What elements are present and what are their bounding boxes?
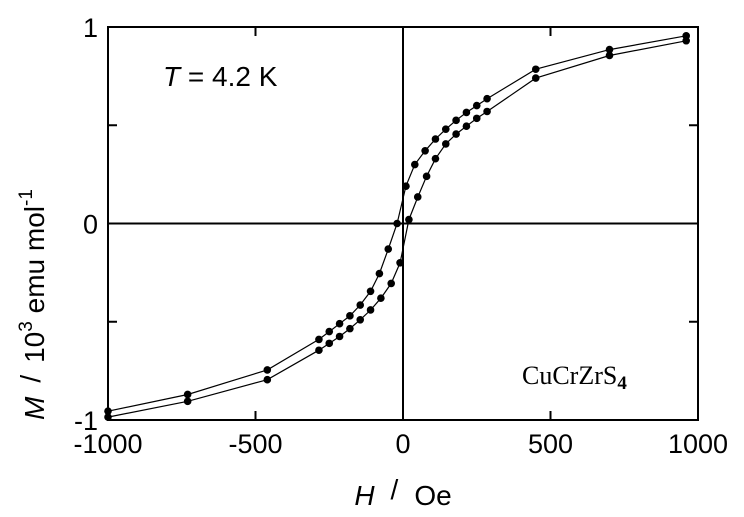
data-point [483,107,491,116]
data-point [441,140,450,148]
data-point [472,114,481,123]
y-axis-separator: / [15,375,46,383]
data-point [431,135,440,143]
y-tick-label: -1 [74,406,98,436]
y-axis-unit-exponent: 3 [16,321,37,332]
data-point [462,122,471,131]
x-tick-label: -1000 [73,429,142,459]
data-point [405,215,413,224]
data-point [377,294,385,302]
data-point [356,315,365,324]
x-axis-unit: Oe [414,480,451,511]
temperature-symbol: T [163,61,182,92]
y-axis-unit-main: emu mol [19,206,50,321]
data-point [183,390,192,399]
data-point [346,312,354,320]
data-point [375,269,384,278]
data-point [387,279,396,288]
y-axis-symbol: M [19,396,50,420]
data-point [183,397,192,406]
temperature-annotation: T = 4.2 K [163,61,278,92]
x-tick-label: 1000 [668,429,728,459]
y-tick-label: 0 [83,210,98,240]
data-point [346,324,354,333]
compound-label: CuCrZrS4 [522,361,627,394]
data-point [605,51,614,60]
y-tick-label: 1 [83,13,98,43]
data-point [396,259,404,267]
data-point [531,74,540,82]
temperature-value: = 4.2 K [180,61,278,92]
data-point [452,116,460,125]
data-point [384,245,393,253]
compound-formula: CuCrZrS [522,361,617,390]
x-tick-label: -500 [228,429,282,459]
data-point [431,154,440,163]
x-axis-label: H / Oe [354,474,451,511]
data-point [366,306,375,314]
data-point [682,36,690,45]
data-point [356,301,365,309]
data-point [366,287,375,296]
x-axis-separator: / [391,474,399,505]
y-axis-unit-prefix: 10 [19,332,50,363]
y-axis-unit-superscript: -1 [16,189,37,206]
data-point [325,339,334,348]
series-layer [104,32,690,421]
data-point [441,125,450,133]
data-point [413,193,422,201]
data-point [462,108,471,117]
data-point [483,94,491,103]
x-tick-label: 500 [528,429,573,459]
data-point [325,327,334,336]
y-axis-label: M / 103 emu mol-1 [15,189,50,420]
data-point [263,366,272,374]
data-point [315,335,323,344]
data-point [422,172,431,181]
data-point [315,346,323,355]
x-axis-symbol: H [354,480,375,511]
data-point [605,45,614,54]
data-point [263,375,272,384]
data-point [335,319,344,328]
tick-labels: -1000 -500 0 500 1000 -1 0 1 [73,13,728,459]
data-point [421,146,429,155]
data-point [531,65,540,74]
data-point [411,160,419,169]
compound-subscript: 4 [617,373,627,394]
data-point [104,413,112,421]
data-point [402,182,410,190]
x-tick-label: 0 [395,429,410,459]
data-point [104,407,112,415]
data-point [393,219,401,228]
data-point [472,101,481,110]
data-point [335,332,344,341]
data-point [452,130,460,138]
